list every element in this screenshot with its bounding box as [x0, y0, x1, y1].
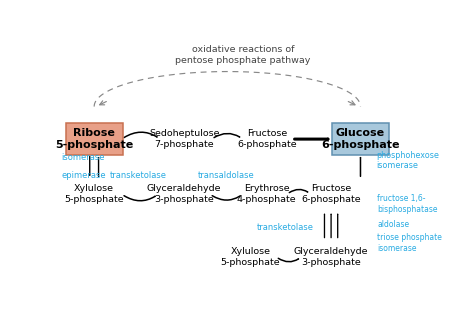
- Text: phosphohexose
isomerase: phosphohexose isomerase: [376, 151, 439, 170]
- Text: Fructose
6-phosphate: Fructose 6-phosphate: [237, 129, 297, 149]
- FancyArrowPatch shape: [278, 258, 299, 262]
- Text: Ribose
5-phosphate: Ribose 5-phosphate: [55, 128, 133, 150]
- Text: Xylulose
5-phosphate: Xylulose 5-phosphate: [64, 184, 124, 204]
- Text: oxidative reactions of
pentose phosphate pathway: oxidative reactions of pentose phosphate…: [175, 45, 310, 65]
- Text: Glyceraldehyde
3-phosphate: Glyceraldehyde 3-phosphate: [147, 184, 221, 204]
- FancyArrowPatch shape: [124, 196, 155, 201]
- Text: transaldolase: transaldolase: [198, 171, 255, 180]
- Text: Erythrose
4-phosphate: Erythrose 4-phosphate: [237, 184, 297, 204]
- Text: Xylulose
5-phosphate: Xylulose 5-phosphate: [220, 247, 280, 267]
- Text: Glyceraldehyde
3-phosphate: Glyceraldehyde 3-phosphate: [294, 247, 368, 267]
- FancyArrowPatch shape: [124, 132, 157, 137]
- FancyArrowPatch shape: [289, 189, 308, 193]
- Text: Sedoheptulose
7-phosphate: Sedoheptulose 7-phosphate: [149, 129, 219, 149]
- Text: triose phosphate
isomerase: triose phosphate isomerase: [377, 233, 442, 253]
- FancyArrowPatch shape: [212, 196, 239, 200]
- Text: isomerase: isomerase: [61, 153, 105, 162]
- Text: fructose 1,6-
bisphosphatase: fructose 1,6- bisphosphatase: [377, 194, 438, 214]
- FancyBboxPatch shape: [332, 124, 389, 155]
- Text: transketolase: transketolase: [256, 224, 314, 232]
- Text: epimerase: epimerase: [61, 171, 106, 180]
- Text: Glucose
6-phosphate: Glucose 6-phosphate: [321, 128, 400, 150]
- Text: Fructose
6-phosphate: Fructose 6-phosphate: [301, 184, 361, 204]
- FancyBboxPatch shape: [66, 124, 123, 155]
- FancyArrowPatch shape: [214, 134, 239, 137]
- Text: transketolase: transketolase: [109, 171, 167, 180]
- Text: aldolase: aldolase: [377, 220, 409, 229]
